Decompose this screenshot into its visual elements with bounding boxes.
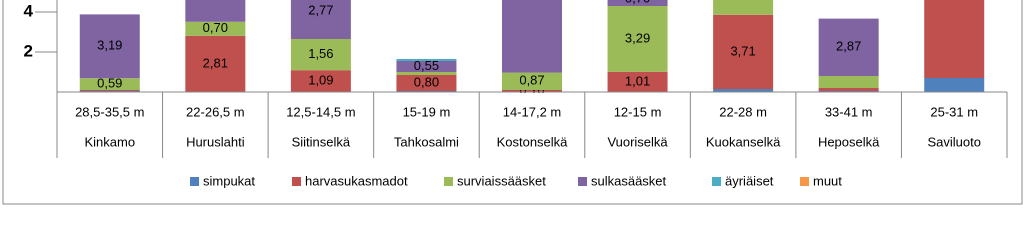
bar-segment xyxy=(502,72,562,90)
bar-segment xyxy=(79,14,140,79)
value-label: 3,71 xyxy=(730,43,755,58)
value-label: 0,80 xyxy=(414,74,439,89)
legend-label: surviaissääsket xyxy=(457,173,546,188)
value-label: 0,87 xyxy=(519,73,544,88)
legend-label: sulkasääsket xyxy=(591,173,667,188)
bar-segment xyxy=(713,0,774,15)
bar-segment xyxy=(290,39,351,71)
value-label: 0,55 xyxy=(414,58,439,73)
value-label: 0,59 xyxy=(97,76,122,91)
legend-label: harvasukasmadot xyxy=(305,173,408,188)
x-tick-depth: 22-28 m xyxy=(719,104,767,119)
bar-segment xyxy=(502,0,562,73)
value-label: 3,19 xyxy=(97,38,122,53)
bar-segment xyxy=(607,71,668,92)
legend-label: simpukat xyxy=(203,173,255,188)
bar-segment xyxy=(185,0,246,22)
legend-label: muut xyxy=(813,173,842,188)
bar-segment xyxy=(924,0,985,78)
x-tick-label: Heposelkä xyxy=(818,134,880,149)
bar-segment xyxy=(185,21,246,36)
bar-segment xyxy=(396,59,457,61)
plot-area: 0,593,192,810,701,091,562,770,800,550,10… xyxy=(79,0,985,93)
x-tick-label: Huruslahti xyxy=(186,134,245,149)
bar-segment xyxy=(818,88,879,91)
bar-segment xyxy=(607,0,668,6)
x-tick-label: Kostonselkä xyxy=(497,134,569,149)
bar-segment xyxy=(607,6,668,72)
x-tick-depth: 14-17,2 m xyxy=(503,104,562,119)
value-label: 3,29 xyxy=(625,30,650,45)
value-label: 1,09 xyxy=(308,73,333,88)
x-tick-depth: 25-31 m xyxy=(930,104,978,119)
value-label: 0,70 xyxy=(203,20,228,35)
value-label: 1,56 xyxy=(308,46,333,61)
x-tick-label: Vuoriselkä xyxy=(607,134,668,149)
bar-segment xyxy=(290,0,351,40)
bar-segment xyxy=(924,78,985,92)
value-label: 1,01 xyxy=(625,73,650,88)
chart: 0,593,192,810,701,091,562,770,800,550,10… xyxy=(2,0,1023,205)
x-tick-depth: 28,5-35,5 m xyxy=(75,104,144,119)
bar-segment xyxy=(290,70,351,92)
bar-segment xyxy=(79,78,140,90)
legend-swatch xyxy=(444,177,453,186)
bar-segment xyxy=(396,72,457,75)
bar-segment xyxy=(713,89,774,92)
bar-segment xyxy=(713,14,774,89)
chart-frame xyxy=(2,0,1023,205)
y-tick-label: 4 xyxy=(24,1,34,20)
x-tick-label: Saviluoto xyxy=(927,134,980,149)
x-tick-label: Kinkamo xyxy=(84,134,135,149)
legend-swatch xyxy=(190,177,199,186)
bar-segment xyxy=(818,76,879,88)
legend-label: äyriäiset xyxy=(725,173,774,188)
x-tick-depth: 15-19 m xyxy=(403,104,451,119)
x-tick-depth: 22-26,5 m xyxy=(186,104,245,119)
legend-swatch xyxy=(800,177,809,186)
x-tick-depth: 12,5-14,5 m xyxy=(286,104,355,119)
legend-swatch xyxy=(712,177,721,186)
x-tick-depth: 12-15 m xyxy=(614,104,662,119)
x-tick-label: Kuokanselkä xyxy=(706,134,781,149)
bar-segment xyxy=(502,90,562,92)
value-label: 2,81 xyxy=(203,55,228,70)
bar-segment xyxy=(818,18,879,77)
y-tick-label: 2 xyxy=(24,41,33,60)
x-tick-depth: 33-41 m xyxy=(825,104,873,119)
bar-segment xyxy=(396,61,457,72)
x-tick-label: Tahkosalmi xyxy=(394,134,459,149)
x-tick-label: Siitinselkä xyxy=(292,134,351,149)
value-label: 2,77 xyxy=(308,3,333,18)
bar-segment xyxy=(396,75,457,91)
bar-segment xyxy=(79,90,140,91)
value-label: 2,87 xyxy=(836,39,861,54)
bar-segment xyxy=(185,35,246,92)
legend-swatch xyxy=(292,177,301,186)
value-label: 0,70 xyxy=(625,0,650,5)
legend-swatch xyxy=(578,177,587,186)
